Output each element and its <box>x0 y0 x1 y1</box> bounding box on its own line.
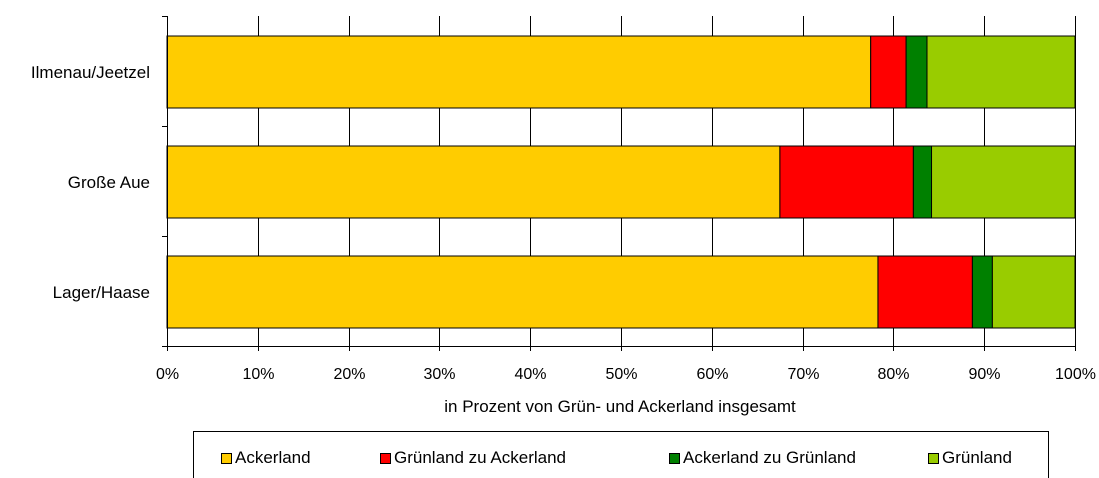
x-axis-title: in Prozent von Grün- und Ackerland insge… <box>444 397 796 416</box>
legend-label: Grünland zu Ackerland <box>394 448 566 467</box>
x-tick-label: 100% <box>1055 366 1096 383</box>
axes <box>162 16 1076 351</box>
x-tick-label: 0% <box>156 366 179 383</box>
legend: Ackerland Grünland zu Ackerland Ackerland … <box>193 431 1049 478</box>
legend-swatch <box>669 452 680 464</box>
x-tick-label: 50% <box>605 366 637 383</box>
legend-label: Ackerland zu Grünland <box>683 448 856 467</box>
x-tick-label: 10% <box>242 366 274 383</box>
legend-swatch <box>221 452 232 464</box>
legend-label: Grünland <box>942 448 1012 467</box>
bar-segment <box>905 35 928 109</box>
category-label: Große Aue <box>68 173 150 192</box>
legend-item: Grünland <box>928 448 1012 467</box>
bar-segment <box>166 145 781 219</box>
bar-segment <box>926 35 1076 109</box>
x-tick-label: 70% <box>787 366 819 383</box>
bar-segments <box>166 35 1076 329</box>
legend-item: Grünland zu Ackerland <box>380 448 566 467</box>
axis-labels: 0% 10% 20% 30% 40% 50% 60% 70% 80% 90% 100% Ilmenau… <box>31 63 1096 383</box>
x-tick-label: 40% <box>514 366 546 383</box>
x-tick-label: 80% <box>877 366 909 383</box>
bar-segment <box>931 145 1076 219</box>
bar-segment <box>877 255 973 329</box>
bar-segment <box>166 35 872 109</box>
x-tick-label: 60% <box>696 366 728 383</box>
legend-swatch <box>380 452 391 464</box>
bar-segment <box>971 255 993 329</box>
category-label: Lager/Haase <box>53 283 150 302</box>
bar-segment <box>870 35 907 109</box>
bar-segment <box>991 255 1076 329</box>
x-tick-label: 30% <box>423 366 455 383</box>
category-label: Ilmenau/Jeetzel <box>31 63 150 82</box>
legend-label: Ackerland <box>235 448 311 467</box>
legend-item: Ackerland <box>221 448 311 467</box>
legend-item: Ackerland zu Grünland <box>669 448 856 467</box>
bar-segment <box>912 145 933 219</box>
bar-segment <box>166 255 879 329</box>
legend-swatch <box>928 452 939 464</box>
x-tick-label: 20% <box>333 366 365 383</box>
bar-segment <box>779 145 914 219</box>
x-tick-label: 90% <box>968 366 1000 383</box>
